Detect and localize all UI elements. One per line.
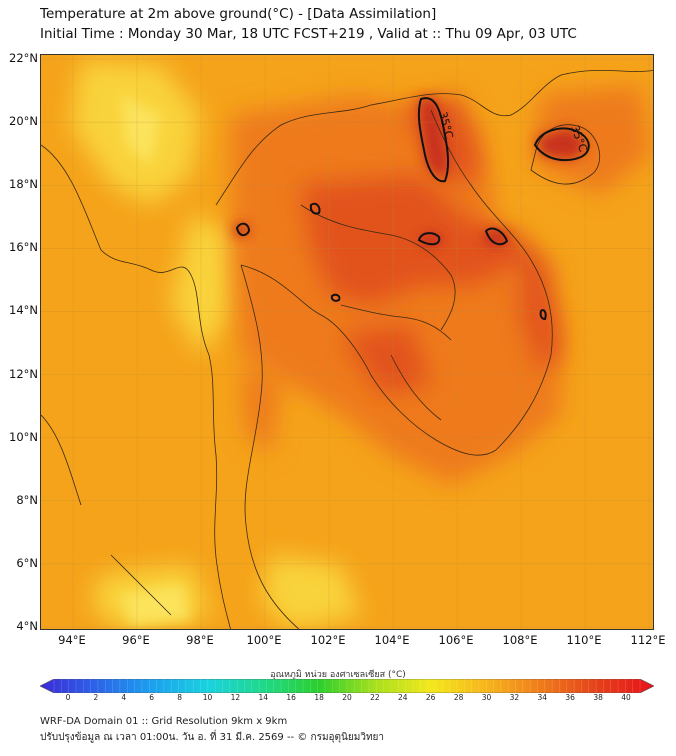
colorbar-tick-label: 12	[230, 693, 241, 702]
colorbar	[40, 679, 654, 693]
colorbar-tick-label: 28	[453, 693, 464, 702]
chart-title-line2: Initial Time : Monday 30 Mar, 18 UTC FCS…	[40, 26, 577, 42]
lon-tick: 110°E	[566, 633, 602, 647]
graticule	[41, 55, 653, 629]
footer-model-info: WRF-DA Domain 01 :: Grid Resolution 9km …	[40, 716, 288, 727]
colorbar-tick-label: 26	[425, 693, 436, 702]
lon-tick: 100°E	[246, 633, 282, 647]
colorbar-tick-label: 32	[509, 693, 520, 702]
lon-tick: 112°E	[630, 633, 666, 647]
temperature-field: 35°C 35°C	[41, 55, 653, 629]
contour-vietnam-central	[484, 227, 509, 246]
footer-update-info: ปรับปรุงข้อมูล ณ เวลา 01:00น. วัน อ. ที่…	[40, 732, 385, 743]
temperature-map[interactable]: 35°C 35°C	[40, 54, 654, 630]
lat-tick: 8°N	[16, 492, 38, 507]
lon-tick: 96°E	[122, 633, 150, 647]
lat-tick: 18°N	[9, 177, 38, 192]
coolest-areas	[121, 95, 191, 625]
colorbar-tick-label: 16	[286, 693, 296, 702]
contour-vietnam-south	[539, 309, 547, 321]
colorbar-tick-label: 18	[314, 693, 324, 702]
lon-tick: 104°E	[374, 633, 410, 647]
lat-tick: 14°N	[9, 303, 38, 318]
lon-tick: 102°E	[310, 633, 346, 647]
lat-tick: 10°N	[9, 429, 38, 444]
country-borders	[41, 69, 653, 629]
contour-35c	[235, 97, 590, 321]
colorbar-tick-label: 30	[481, 693, 492, 702]
colorbar-tick-label: 34	[537, 693, 548, 702]
colorbar-tick-label: 38	[593, 693, 603, 702]
lon-tick: 108°E	[502, 633, 538, 647]
colorbar-tick-label: 4	[121, 693, 127, 702]
contour-thailand	[330, 293, 341, 302]
lon-tick: 94°E	[58, 633, 86, 647]
colorbar-label: อุณหภูมิ หน่วย องศาเซลเซียส (°C)	[270, 670, 406, 680]
lat-tick: 20°N	[9, 114, 38, 129]
colorbar-tick-label: 40	[621, 693, 631, 702]
colorbar-tick-label: 14	[258, 693, 269, 702]
colorbar-tick-label: 36	[565, 693, 575, 702]
chart-title-line1: Temperature at 2m above ground(°C) - [Da…	[40, 6, 437, 22]
lon-tick: 106°E	[438, 633, 474, 647]
contour-myanmar-border	[235, 222, 251, 237]
colorbar-tick-label: 6	[149, 693, 155, 702]
lat-tick: 4°N	[16, 619, 38, 633]
contour-laos-north	[309, 202, 321, 215]
lat-tick: 22°N	[9, 51, 38, 65]
colorbar-tick-label: 0	[65, 693, 71, 702]
colorbar-tick-label: 10	[202, 693, 213, 702]
contour-laos-small	[417, 232, 441, 246]
lon-tick: 98°E	[186, 633, 214, 647]
lat-tick: 16°N	[9, 240, 38, 255]
colorbar-tick-label: 2	[93, 693, 99, 702]
contour-gulf-tonkin-coast	[417, 97, 450, 183]
lat-tick: 6°N	[16, 555, 38, 570]
colorbar-tick-label: 20	[342, 693, 352, 702]
colorbar-tick-label: 24	[398, 693, 408, 702]
colorbar-tick-label: 22	[370, 693, 380, 702]
contour-hainan	[533, 127, 590, 162]
lat-tick: 12°N	[9, 366, 38, 381]
colorbar-tick-label: 8	[177, 693, 182, 702]
